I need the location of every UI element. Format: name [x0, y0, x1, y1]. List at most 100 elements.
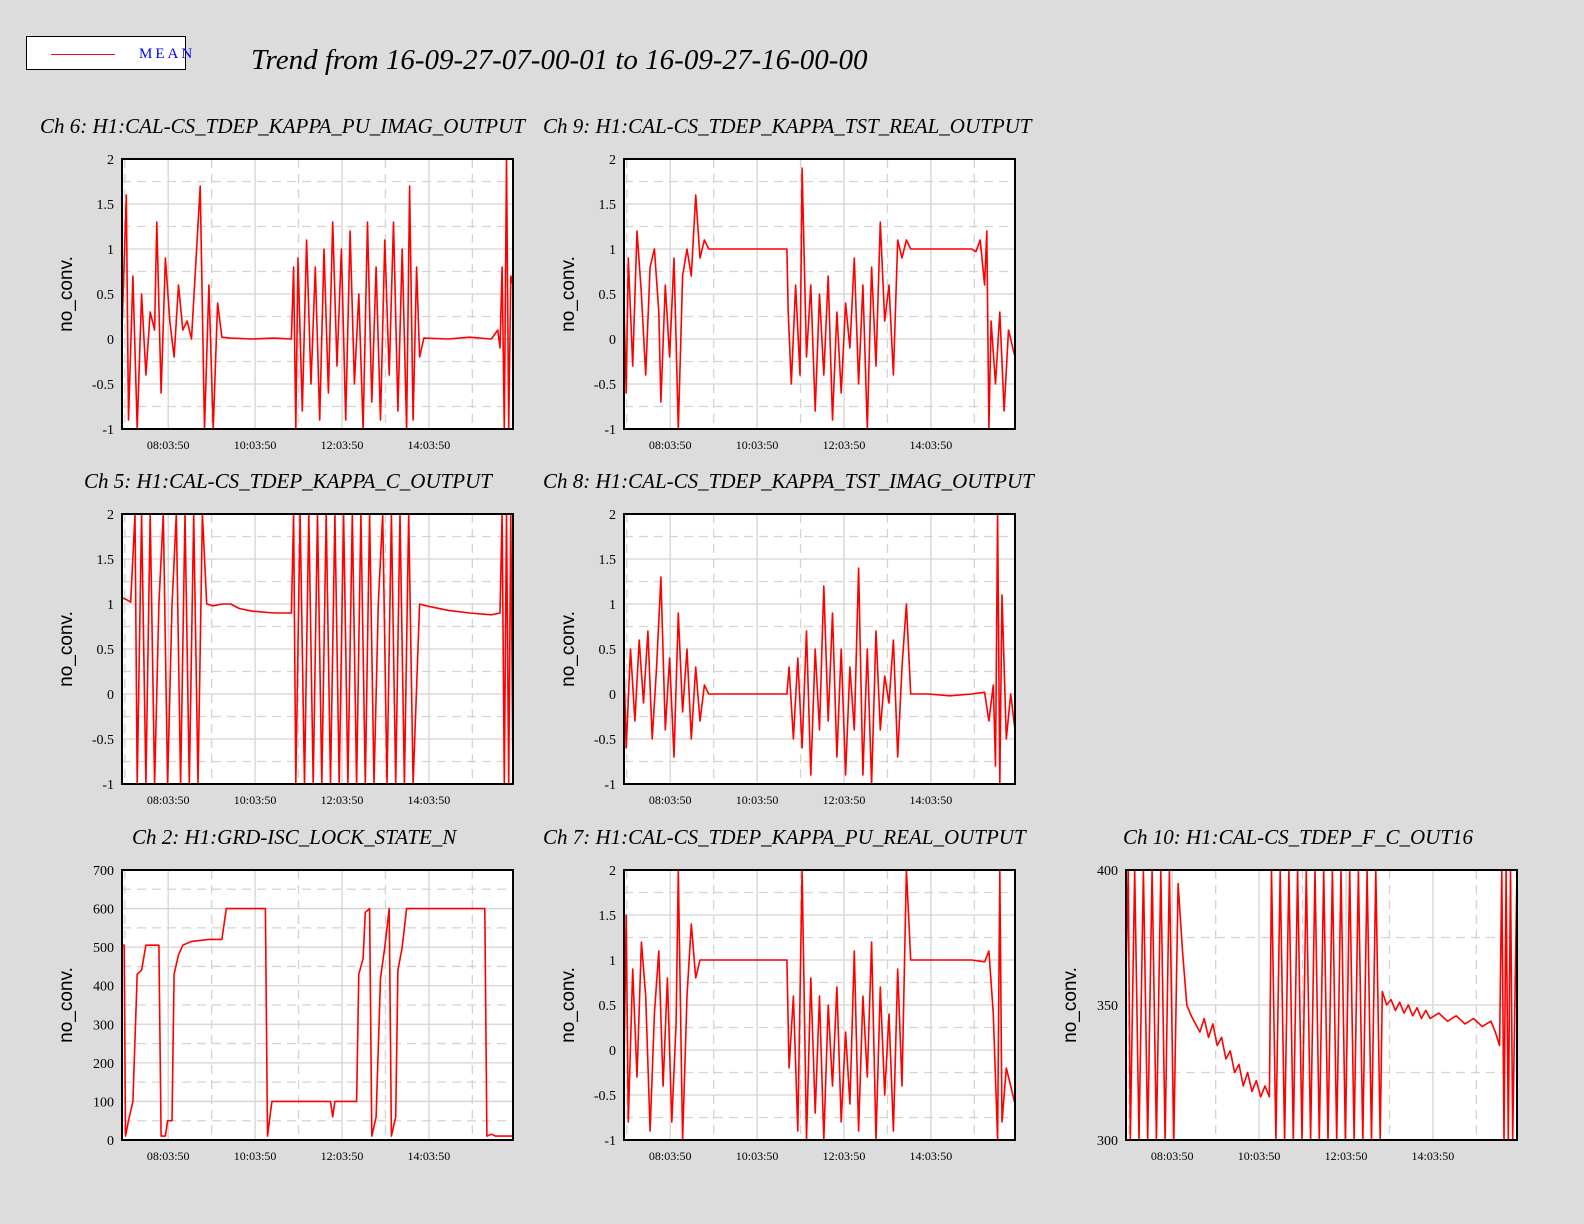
y-tick-label: 500	[93, 941, 114, 956]
x-tick-label: 10:03:50	[736, 793, 779, 807]
y-tick-label: -0.5	[92, 733, 114, 748]
y-tick-label: 1	[609, 954, 616, 969]
y-tick-label: -1	[102, 778, 114, 793]
y-tick-label: 200	[93, 1057, 114, 1072]
series-line-mean	[623, 167, 1016, 430]
x-tick-label: 10:03:50	[736, 1149, 779, 1163]
y-tick-label: 300	[93, 1018, 114, 1033]
chart-1: Ch 6: H1:CAL-CS_TDEP_KAPPA_PU_IMAG_OUTPU…	[40, 114, 526, 452]
plot-frame	[121, 158, 514, 430]
x-tick-label: 14:03:50	[910, 793, 953, 807]
y-tick-label: 0.5	[599, 999, 617, 1014]
series-line-mean	[121, 158, 514, 430]
x-tick-label: 10:03:50	[736, 438, 779, 452]
y-tick-label: 600	[93, 903, 114, 918]
chart-2: Ch 9: H1:CAL-CS_TDEP_KAPPA_TST_REAL_OUTP…	[543, 114, 1033, 452]
chart-title: Ch 10: H1:CAL-CS_TDEP_F_C_OUT16	[1123, 825, 1474, 849]
y-tick-label: 700	[93, 864, 114, 879]
x-tick-label: 12:03:50	[1325, 1149, 1368, 1163]
y-tick-label: -0.5	[92, 378, 114, 393]
y-tick-label: 0.5	[97, 643, 115, 658]
y-tick-label: 1	[609, 243, 616, 258]
y-tick-label: 0.5	[599, 288, 617, 303]
chart-6: Ch 7: H1:CAL-CS_TDEP_KAPPA_PU_REAL_OUTPU…	[543, 825, 1027, 1163]
x-tick-label: 08:03:50	[147, 793, 190, 807]
y-tick-label: 1	[609, 598, 616, 613]
legend-box: MEAN	[26, 36, 192, 70]
x-tick-label: 14:03:50	[910, 438, 953, 452]
y-tick-label: 2	[609, 864, 616, 879]
y-axis-label: no_conv.	[1060, 967, 1081, 1043]
x-tick-label: 12:03:50	[321, 1149, 364, 1163]
x-tick-label: 10:03:50	[234, 1149, 277, 1163]
y-tick-label: 1.5	[97, 553, 115, 568]
y-axis-label: no_conv.	[56, 611, 77, 687]
y-axis-label: no_conv.	[558, 967, 579, 1043]
y-tick-label: 300	[1097, 1134, 1118, 1149]
x-tick-label: 12:03:50	[823, 1149, 866, 1163]
x-tick-label: 10:03:50	[1238, 1149, 1281, 1163]
x-tick-label: 14:03:50	[910, 1149, 953, 1163]
y-tick-label: -1	[102, 423, 114, 438]
y-tick-label: -1	[604, 423, 616, 438]
series-line-mean	[623, 513, 1016, 785]
y-tick-label: 1.5	[599, 198, 617, 213]
x-tick-label: 12:03:50	[823, 438, 866, 452]
y-tick-label: 0	[107, 1134, 114, 1149]
plot-frame	[623, 158, 1016, 430]
x-tick-label: 08:03:50	[147, 438, 190, 452]
page-title: Trend from 16-09-27-07-00-01 to 16-09-27…	[251, 44, 868, 76]
x-tick-label: 08:03:50	[649, 1149, 692, 1163]
x-tick-label: 12:03:50	[321, 793, 364, 807]
y-tick-label: -1	[604, 778, 616, 793]
x-tick-label: 08:03:50	[147, 1149, 190, 1163]
x-tick-label: 14:03:50	[408, 793, 451, 807]
y-tick-label: 0.5	[97, 288, 115, 303]
y-tick-label: 0	[609, 688, 616, 703]
plot-frame	[623, 513, 1016, 785]
y-tick-label: 400	[93, 980, 114, 995]
y-tick-label: 0	[609, 1044, 616, 1059]
x-tick-label: 08:03:50	[649, 793, 692, 807]
x-tick-label: 08:03:50	[1151, 1149, 1194, 1163]
plot-frame	[1125, 869, 1518, 1141]
y-tick-label: 2	[107, 508, 114, 523]
plot-frame	[623, 869, 1016, 1141]
x-tick-label: 14:03:50	[408, 438, 451, 452]
y-tick-label: 400	[1097, 864, 1118, 879]
y-tick-label: 2	[107, 153, 114, 168]
x-tick-label: 12:03:50	[321, 438, 364, 452]
chart-title: Ch 9: H1:CAL-CS_TDEP_KAPPA_TST_REAL_OUTP…	[543, 114, 1033, 138]
y-tick-label: 1	[107, 598, 114, 613]
legend-swatch	[51, 54, 115, 55]
chart-title: Ch 8: H1:CAL-CS_TDEP_KAPPA_TST_IMAG_OUTP…	[543, 469, 1035, 493]
y-tick-label: -0.5	[594, 378, 616, 393]
chart-3: Ch 5: H1:CAL-CS_TDEP_KAPPA_C_OUTPUT 2 1.5 1…	[56, 469, 514, 807]
y-axis-label: no_conv.	[558, 256, 579, 332]
y-tick-label: 0	[609, 333, 616, 348]
y-tick-label: 1.5	[599, 553, 617, 568]
plot-frame	[121, 869, 514, 1141]
y-axis-label: no_conv.	[56, 967, 77, 1043]
chart-title: Ch 6: H1:CAL-CS_TDEP_KAPPA_PU_IMAG_OUTPU…	[40, 114, 526, 138]
y-tick-label: 0	[107, 333, 114, 348]
series-line-mean	[623, 869, 1016, 1141]
y-tick-label: 0.5	[599, 643, 617, 658]
y-tick-label: -0.5	[594, 1089, 616, 1104]
chart-7: Ch 10: H1:CAL-CS_TDEP_F_C_OUT16 400 350 300…	[1060, 825, 1518, 1163]
x-tick-label: 08:03:50	[649, 438, 692, 452]
y-tick-label: 1.5	[599, 909, 617, 924]
plot-frame	[121, 513, 514, 785]
x-tick-label: 10:03:50	[234, 438, 277, 452]
y-tick-label: 2	[609, 508, 616, 523]
x-tick-label: 10:03:50	[234, 793, 277, 807]
y-axis-label: no_conv.	[558, 611, 579, 687]
x-tick-label: 14:03:50	[1412, 1149, 1455, 1163]
y-tick-label: 100	[93, 1095, 114, 1110]
y-axis-label: no_conv.	[56, 256, 77, 332]
y-tick-label: 1.5	[97, 198, 115, 213]
chart-4: Ch 8: H1:CAL-CS_TDEP_KAPPA_TST_IMAG_OUTP…	[543, 469, 1035, 807]
y-tick-label: 1	[107, 243, 114, 258]
chart-title: Ch 7: H1:CAL-CS_TDEP_KAPPA_PU_REAL_OUTPU…	[543, 825, 1027, 849]
